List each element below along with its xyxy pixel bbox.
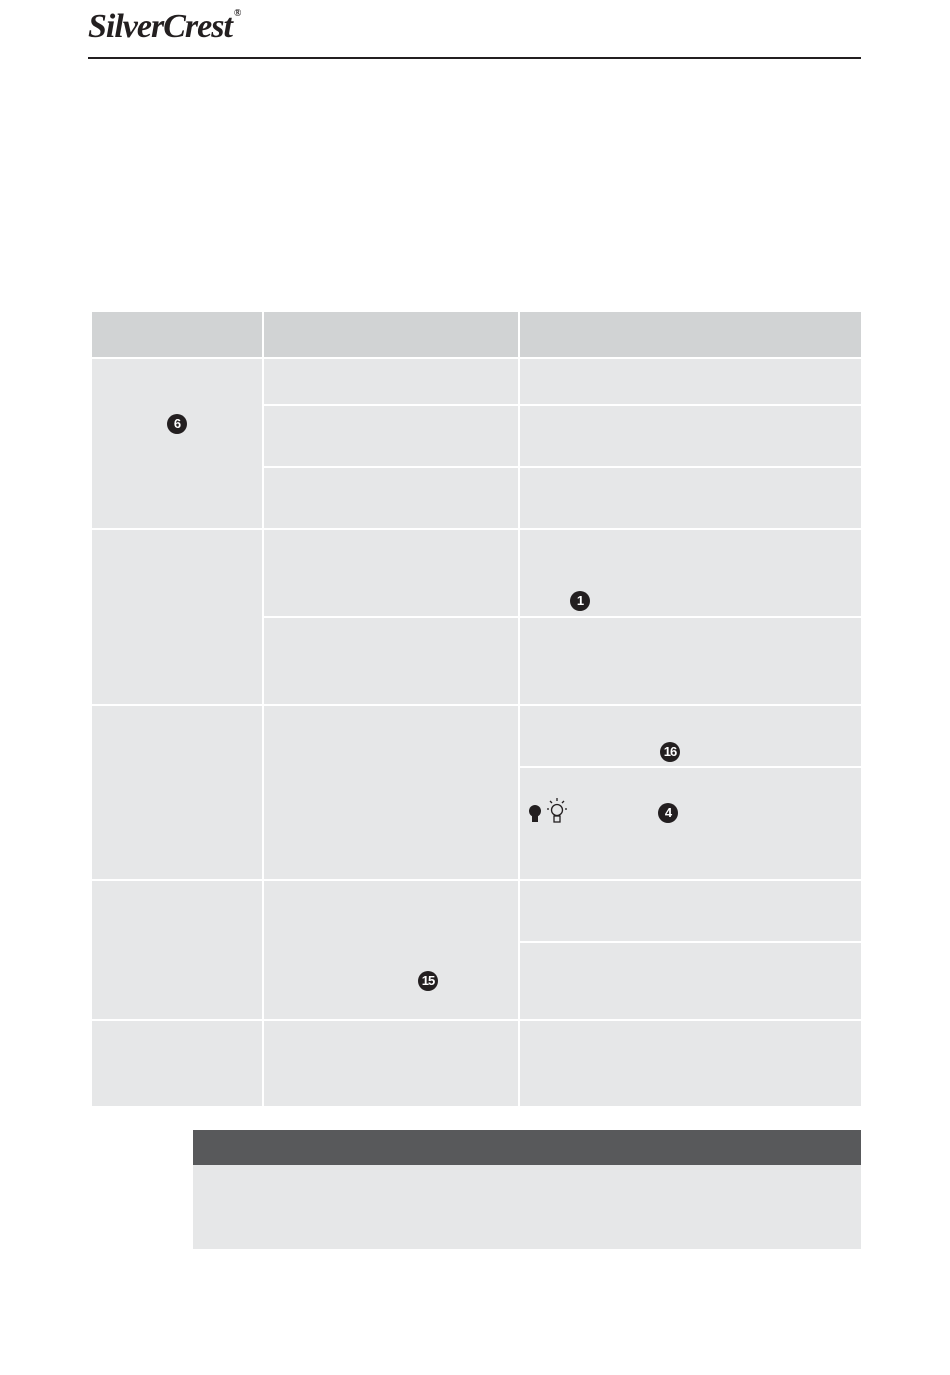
table-row [92,706,262,879]
table-cell [264,618,518,704]
table-cell [264,881,518,1019]
table-header-col2 [264,312,518,357]
table-row [92,359,262,528]
table-cell [520,406,861,466]
bulb-on-icon [547,798,567,823]
table-cell [264,468,518,528]
note-header [193,1130,861,1165]
table-row [92,881,262,1019]
table-cell [264,406,518,466]
table-cell [520,468,861,528]
table-cell [264,359,518,404]
table-cell [264,1021,518,1106]
registered-mark: ® [233,8,242,19]
silvercrest-logo: SilverCrest ® [88,8,242,46]
callout-badge: 15 [418,971,438,991]
callout-badge: 4 [658,803,678,823]
table-cell [264,706,518,879]
table-cell [264,530,518,616]
table-cell [520,1021,861,1106]
bulb-off-icon [529,805,541,822]
table-cell [520,768,861,879]
table-header-col1 [92,312,262,357]
table-row [92,1021,262,1106]
table-cell [520,943,861,1019]
callout-badge: 16 [660,742,680,762]
table-header-col3 [520,312,861,357]
table-cell [520,706,861,766]
note-body [193,1165,861,1249]
bulb-icons [529,798,567,823]
table-cell [520,881,861,941]
callout-badge: 1 [570,591,590,611]
header-rule [88,57,861,59]
table-cell [520,359,861,404]
callout-badge: 6 [167,414,187,434]
table-cell [520,618,861,704]
table-row [92,530,262,704]
logo-text: SilverCrest [88,8,233,45]
